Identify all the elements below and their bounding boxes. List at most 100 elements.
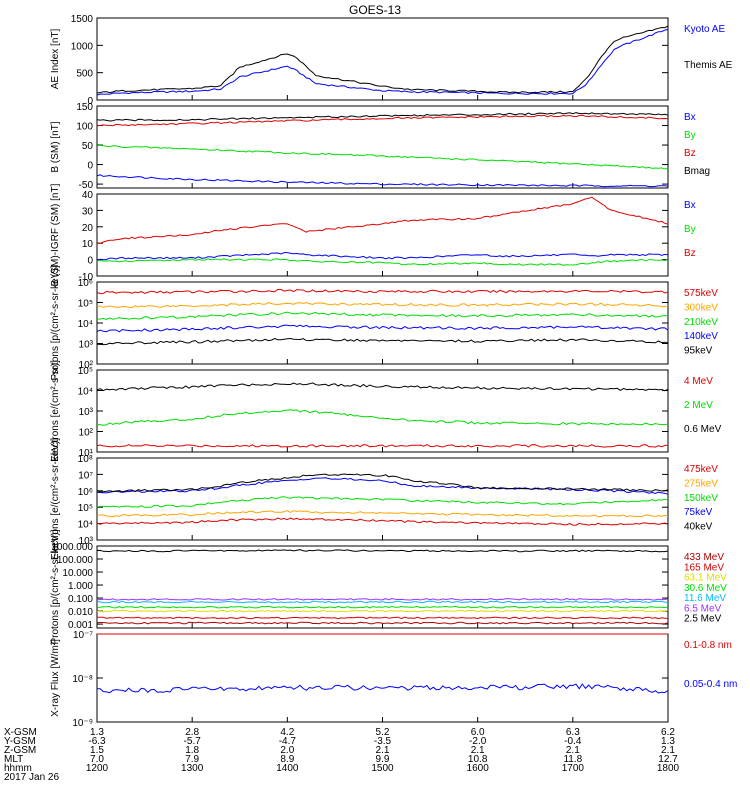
y-tick-label: 10⁶ xyxy=(78,487,93,498)
legend-label: Bmag xyxy=(684,166,710,177)
y-tick-label: 40 xyxy=(82,190,94,201)
x-row-label: hhmm xyxy=(4,763,32,774)
y-tick-label: 150 xyxy=(76,102,93,113)
y-tick-label: 0.010 xyxy=(68,607,93,618)
y-tick-label: 10⁶ xyxy=(78,278,93,289)
x-row-value: 7.0 xyxy=(90,754,104,765)
x-row-value: 2.1 xyxy=(661,745,675,756)
x-row-value: 6.0 xyxy=(471,727,485,738)
panel-frame xyxy=(96,281,669,365)
x-row-value: 9.9 xyxy=(376,754,390,765)
legend-label: 575keV xyxy=(684,288,718,299)
legend-label: 40keV xyxy=(684,522,713,533)
series-line-433-mev xyxy=(96,621,669,625)
legend-label: 0.1-0.8 nm xyxy=(684,640,732,651)
x-row-label: MLT xyxy=(4,754,23,765)
panel-electrons2: 10³ 10⁴ 10⁵ 10⁶ 10⁷ 10⁸ Electrons [e/(cm²-s-sr… xyxy=(50,438,718,560)
x-row-value: 11.8 xyxy=(563,754,582,765)
legend-label: By xyxy=(684,130,696,141)
y-tick-label: 1500 xyxy=(71,14,94,25)
panel-frame xyxy=(96,457,669,541)
series-line-165-mev xyxy=(97,616,669,620)
y-tick-label: 10³ xyxy=(79,340,94,351)
series-line-themis-ae xyxy=(96,25,669,94)
x-axis-date: 2017 Jan 26 xyxy=(4,772,59,783)
legend-label: Bz xyxy=(684,148,696,159)
x-row-value: 1700 xyxy=(562,763,585,774)
legend-label: 30.6 MeV xyxy=(684,583,727,594)
x-row-value: 2.1 xyxy=(566,745,580,756)
y-tick-label: 10⁵ xyxy=(78,503,93,514)
x-row-value: 1200 xyxy=(86,763,109,774)
series-line-by xyxy=(96,144,669,170)
x-row-value: 2.8 xyxy=(185,727,199,738)
y-axis-label: Protons [p/(cm²-s-sr-keV)] xyxy=(50,529,61,644)
legend-label: Bz xyxy=(684,248,696,259)
legend-label: 150keV xyxy=(684,493,718,504)
y-tick-label: 10⁴ xyxy=(78,387,93,398)
x-row-value: 12.7 xyxy=(658,754,678,765)
y-tick-label: 10² xyxy=(79,428,94,439)
y-tick-label: 100 xyxy=(76,122,93,133)
x-row-value: 2.0 xyxy=(280,745,294,756)
x-row-value: 8.9 xyxy=(280,754,294,765)
x-row-value: 1.3 xyxy=(90,727,104,738)
series-line-40kev xyxy=(96,473,669,493)
y-tick-label: 1000.000 xyxy=(51,542,93,553)
x-row-value: -4.7 xyxy=(279,736,297,747)
x-row-value: 7.9 xyxy=(185,754,199,765)
y-tick-label: -50 xyxy=(79,180,94,191)
series-line-4-mev xyxy=(96,444,669,448)
x-row-value: -3.5 xyxy=(374,736,392,747)
panel-ae: 0 500 1000 1500 AE Index [nT] Kyoto AE Themis … xyxy=(50,14,733,107)
x-row-value: -2.0 xyxy=(469,736,487,747)
y-tick-label: 0.001 xyxy=(68,620,93,631)
y-tick-label: 10⁻⁷ xyxy=(73,630,93,641)
legend-label: 0.05-0.4 nm xyxy=(684,679,737,690)
legend-label: 11.6 MeV xyxy=(684,593,726,604)
x-row-value: -0.4 xyxy=(564,736,582,747)
x-row-value: 1.3 xyxy=(661,736,675,747)
x-row-value: 1.8 xyxy=(185,745,199,756)
legend-label: 433 MeV xyxy=(684,552,724,563)
x-row-value: 2.1 xyxy=(471,745,485,756)
series-line-kyoto-ae xyxy=(96,28,669,96)
series-line-2-mev xyxy=(96,409,669,426)
series-line-210kev xyxy=(96,311,669,321)
y-tick-label: 30 xyxy=(82,206,94,217)
legend-label: Themis AE xyxy=(684,60,733,71)
series-line-0-05-0-4-nm xyxy=(96,683,669,694)
x-row-value: 1400 xyxy=(276,763,299,774)
legend-label: 2 MeV xyxy=(684,400,713,411)
y-tick-label: 1.000 xyxy=(68,581,93,592)
x-row-value: 10.8 xyxy=(468,754,488,765)
series-line-by xyxy=(96,258,669,266)
legend-label: 275keV xyxy=(684,478,718,489)
x-row-value: 4.2 xyxy=(280,727,294,738)
y-tick-label: 10⁴ xyxy=(78,319,93,330)
y-tick-label: 10⁻⁹ xyxy=(72,718,93,729)
y-tick-label: 0 xyxy=(87,161,93,172)
series-line-2-5-mev xyxy=(96,549,669,553)
x-row-value: 1.5 xyxy=(90,745,104,756)
legend-label: By xyxy=(684,224,696,235)
y-tick-label: 10³ xyxy=(79,536,94,547)
x-row-value: -5.7 xyxy=(184,736,202,747)
series-line-475kev xyxy=(96,517,669,526)
y-tick-label: 10³ xyxy=(79,407,94,418)
legend-label: 140keV xyxy=(684,331,718,342)
panel-frame xyxy=(96,633,669,723)
series-line-11-6-mev xyxy=(96,600,668,604)
y-tick-label: -10 xyxy=(79,272,94,283)
y-tick-label: 500 xyxy=(76,69,93,80)
series-line-6-5-mev xyxy=(96,597,669,601)
legend-label: 300keV xyxy=(684,302,718,313)
panel-protons1: 10² 10³ 10⁴ 10⁵ 10⁶ Protons [p/(cm²-s-sr-keV)… xyxy=(50,265,718,380)
series-line-30-6-mev xyxy=(96,605,669,609)
series-line-150kev xyxy=(96,496,669,508)
y-tick-label: 10⁸ xyxy=(78,454,93,465)
y-tick-label: 10² xyxy=(79,360,94,371)
legend-label: 165 MeV xyxy=(684,562,724,573)
x-row-value: 1300 xyxy=(181,763,204,774)
